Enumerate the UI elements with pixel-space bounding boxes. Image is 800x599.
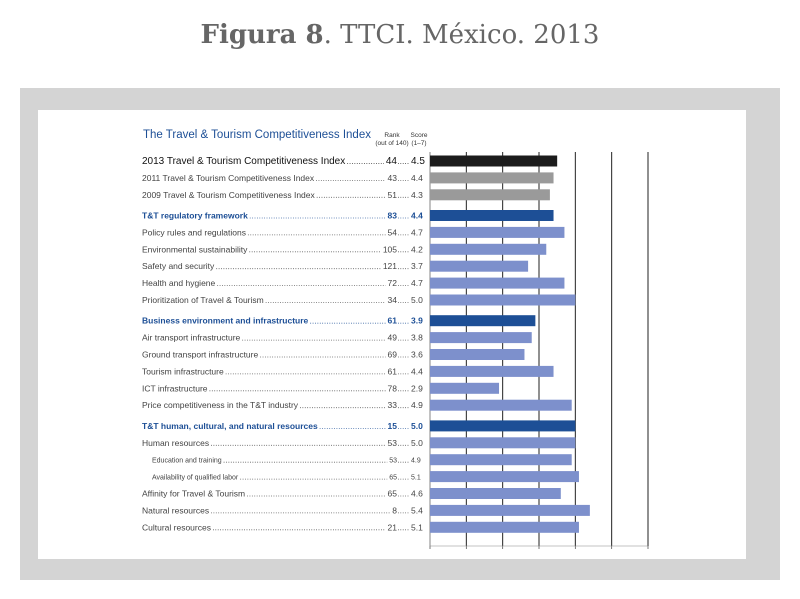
score-value: 3.6 bbox=[411, 350, 423, 360]
score-value: 5.1 bbox=[411, 475, 421, 482]
figure-title: Figura 8. TTCI. México. 2013 bbox=[0, 20, 800, 50]
bar bbox=[430, 315, 536, 327]
row-label: Tourism infrastructure bbox=[142, 366, 224, 376]
rank-value: 15 bbox=[388, 421, 398, 431]
score-value: 5.0 bbox=[411, 295, 423, 305]
row-label: Human resources bbox=[142, 438, 209, 448]
score-value: 4.4 bbox=[411, 366, 423, 376]
score-value: 5.4 bbox=[411, 505, 423, 515]
score-value: 5.1 bbox=[411, 522, 423, 532]
rank-value: 53 bbox=[389, 458, 397, 465]
row-label: Environmental sustainability bbox=[142, 244, 248, 254]
score-value: 2.9 bbox=[411, 383, 423, 393]
rank-value: 65 bbox=[389, 475, 397, 482]
rank-value: 78 bbox=[388, 383, 398, 393]
bar bbox=[430, 189, 550, 201]
bar bbox=[430, 454, 572, 466]
bar bbox=[430, 277, 565, 289]
bar bbox=[430, 365, 554, 377]
rank-value: 43 bbox=[388, 173, 398, 183]
row-label: 2011 Travel & Tourism Competitiveness In… bbox=[142, 173, 315, 183]
row-label: Natural resources bbox=[142, 505, 209, 515]
bar bbox=[430, 382, 500, 394]
rank-value: 53 bbox=[388, 438, 398, 448]
bar bbox=[430, 437, 576, 449]
rank-header: Rank bbox=[384, 132, 400, 139]
figure-label: Figura 8 bbox=[200, 20, 324, 50]
row-label: Business environment and infrastructure bbox=[142, 316, 309, 326]
score-value: 4.5 bbox=[411, 156, 425, 167]
bar bbox=[430, 399, 572, 411]
rank-value: 34 bbox=[388, 295, 398, 305]
row-label: Price competitiveness in the T&T industr… bbox=[142, 400, 299, 410]
score-header-sub: (1–7) bbox=[411, 140, 426, 147]
row-label: Ground transport infrastructure bbox=[142, 350, 258, 360]
row-label: ICT infrastructure bbox=[142, 383, 208, 393]
row-label: 2013 Travel & Tourism Competitiveness In… bbox=[142, 156, 345, 167]
bar bbox=[430, 260, 529, 272]
rank-value: 51 bbox=[388, 190, 398, 200]
row-label: T&T human, cultural, and natural resourc… bbox=[142, 421, 318, 431]
bar bbox=[430, 243, 547, 255]
score-value: 4.4 bbox=[411, 211, 423, 221]
bar bbox=[430, 210, 554, 221]
row-label: 2009 Travel & Tourism Competitiveness In… bbox=[142, 190, 316, 200]
rank-value: 21 bbox=[388, 522, 398, 532]
score-value: 5.0 bbox=[411, 438, 423, 448]
bar bbox=[430, 155, 558, 167]
rank-value: 61 bbox=[388, 316, 398, 326]
score-value: 4.9 bbox=[411, 400, 423, 410]
row-label: Prioritization of Travel & Tourism bbox=[142, 295, 264, 305]
score-value: 5.0 bbox=[411, 421, 423, 431]
score-value: 3.8 bbox=[411, 333, 423, 343]
rank-value: 44 bbox=[386, 156, 398, 167]
score-value: 4.6 bbox=[411, 489, 423, 499]
rank-value: 121 bbox=[383, 261, 397, 271]
row-label: T&T regulatory framework bbox=[142, 211, 248, 221]
bar bbox=[430, 504, 590, 516]
row-label: Health and hygiene bbox=[142, 278, 216, 288]
rank-value: 49 bbox=[388, 333, 398, 343]
score-header: Score bbox=[411, 132, 428, 139]
score-value: 4.9 bbox=[411, 458, 421, 465]
row-label: Education and training bbox=[152, 458, 222, 465]
bar bbox=[430, 521, 579, 533]
bar bbox=[430, 172, 554, 184]
row-label: Policy rules and regulations bbox=[142, 227, 246, 237]
chart-panel bbox=[38, 110, 746, 559]
score-value: 4.7 bbox=[411, 278, 423, 288]
row-label: Safety and security bbox=[142, 261, 215, 271]
chart-title: The Travel & Tourism Competitiveness Ind… bbox=[143, 129, 371, 141]
row-label: Affinity for Travel & Tourism bbox=[142, 489, 245, 499]
score-value: 4.2 bbox=[411, 244, 423, 254]
rank-value: 33 bbox=[388, 400, 398, 410]
score-value: 3.9 bbox=[411, 316, 423, 326]
rank-value: 83 bbox=[388, 211, 398, 221]
row-label: Air transport infrastructure bbox=[142, 333, 241, 343]
bar bbox=[430, 349, 525, 360]
bar bbox=[430, 488, 561, 499]
rank-header-sub: (out of 140) bbox=[375, 140, 408, 147]
rank-value: 65 bbox=[388, 489, 398, 499]
rank-value: 105 bbox=[383, 244, 397, 254]
bar bbox=[430, 420, 576, 432]
row-label: Availability of qualified labor bbox=[152, 475, 239, 482]
rank-value: 61 bbox=[388, 366, 398, 376]
score-value: 4.3 bbox=[411, 190, 423, 200]
score-value: 3.7 bbox=[411, 261, 423, 271]
bar bbox=[430, 471, 579, 483]
rank-value: 8 bbox=[392, 505, 397, 515]
score-value: 4.7 bbox=[411, 227, 423, 237]
bar bbox=[430, 332, 532, 344]
rank-value: 54 bbox=[388, 227, 398, 237]
row-label: Cultural resources bbox=[142, 522, 211, 532]
score-value: 4.4 bbox=[411, 173, 423, 183]
rank-value: 72 bbox=[388, 278, 398, 288]
bar bbox=[430, 294, 576, 306]
bar bbox=[430, 226, 565, 238]
rank-value: 69 bbox=[388, 350, 398, 360]
figure-caption: . TTCI. México. 2013 bbox=[323, 20, 600, 50]
